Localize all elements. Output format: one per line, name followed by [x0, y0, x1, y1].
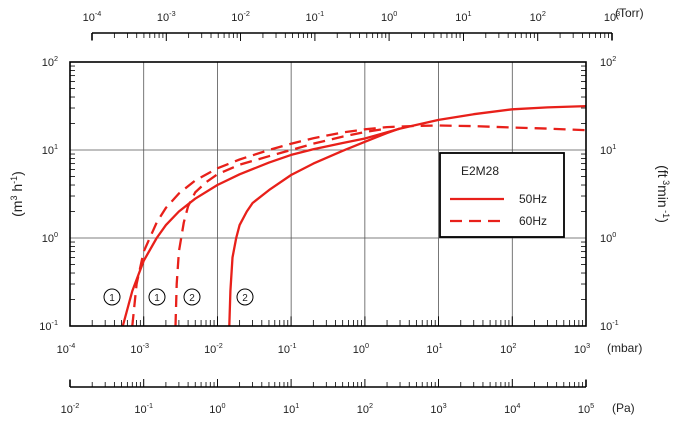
- y-left-label-sup: 3: [9, 196, 19, 201]
- y-left-label-part: ): [9, 171, 25, 176]
- annotation-circle: [236, 288, 254, 306]
- series-60hz-curve-2: [174, 127, 388, 327]
- y-right-label-sup: 3: [661, 178, 671, 186]
- annotation-label: 2: [242, 293, 248, 304]
- mbar-tick-label: 10-1: [278, 341, 297, 356]
- torr-tick-label: 102: [530, 9, 546, 24]
- series-group: [121, 104, 587, 327]
- pa-tick-label: 105: [578, 401, 594, 416]
- curve-number-annotation: 2: [236, 288, 254, 306]
- y-left-tick-label: 102: [42, 54, 58, 69]
- y-left-label: (m3 h-1): [9, 171, 25, 217]
- y-right-tick-label: 100: [600, 230, 616, 245]
- y-right-label-sup: -1: [661, 208, 671, 219]
- curve-number-annotation: 1: [103, 288, 121, 306]
- torr-tick-label: 10-3: [157, 9, 176, 24]
- series-60hz-curve-1: [131, 124, 587, 327]
- pa-axis: [69, 380, 587, 388]
- legend-label-50hz: 50Hz: [519, 192, 547, 206]
- mbar-tick-label: 10-2: [204, 341, 223, 356]
- torr-tick-label: 10-2: [231, 9, 250, 24]
- mbar-unit-label: (mbar): [607, 341, 642, 355]
- y-left-label-part: (m: [9, 201, 25, 217]
- legend-label-60hz: 60Hz: [519, 214, 547, 228]
- y-right-tick-label: 102: [600, 54, 616, 69]
- pa-tick-label: 103: [430, 401, 446, 416]
- curve-number-annotations: 1 1 2 2: [103, 288, 254, 306]
- mbar-tick-label: 10-4: [57, 341, 76, 356]
- y-left-label-sup: -1: [9, 176, 19, 184]
- torr-unit-label: (Torr): [615, 6, 644, 20]
- y-right-label-part: min: [655, 185, 671, 208]
- mbar-tick-label: 100: [353, 341, 369, 356]
- y-right-label: (ft 3min -1): [655, 165, 671, 223]
- mbar-tick-label: 101: [426, 341, 442, 356]
- y-right-label-part: (ft: [655, 165, 671, 178]
- y-left-tick-label: 101: [42, 142, 58, 157]
- annotation-circle: [103, 288, 121, 306]
- tick-labels: 10-4 10-3 10-2 10-1 100 101 102 103 10-4 10-3 10-2…: [39, 9, 620, 416]
- series-50hz-curve-2: [228, 127, 401, 327]
- y-right-tick-label: 10-1: [600, 318, 619, 333]
- y-left-tick-label: 10-1: [39, 318, 58, 333]
- torr-axis: [91, 32, 613, 40]
- y-right-tick-label: 101: [600, 142, 616, 157]
- torr-tick-label: 100: [381, 9, 397, 24]
- y-left-tick-label: 100: [42, 230, 58, 245]
- curve-number-annotation: 2: [183, 288, 201, 306]
- curve-number-annotation: 1: [148, 288, 166, 306]
- annotation-circle: [148, 288, 166, 306]
- annotation-label: 1: [109, 293, 115, 304]
- pa-tick-label: 104: [504, 401, 520, 416]
- legend-box: [439, 152, 565, 238]
- annotation-circle: [183, 288, 201, 306]
- y-right-label-part: ): [655, 218, 671, 223]
- annotation-label: 1: [154, 293, 160, 304]
- pa-tick-label: 10-1: [134, 401, 153, 416]
- torr-tick-label: 10-1: [306, 9, 325, 24]
- pa-tick-label: 100: [209, 401, 225, 416]
- torr-tick-label: 103: [604, 9, 620, 24]
- annotation-label: 2: [189, 293, 195, 304]
- legend: E2M28 50Hz 60Hz: [439, 152, 565, 238]
- torr-tick-label: 101: [455, 9, 471, 24]
- mbar-tick-label: 102: [500, 341, 516, 356]
- plot-frame: [69, 61, 587, 327]
- pa-tick-label: 10-2: [61, 401, 80, 416]
- series-50hz-curve-1: [121, 104, 587, 327]
- pa-unit-label: (Pa): [612, 401, 635, 415]
- mbar-tick-label: 10-3: [130, 341, 149, 356]
- mbar-tick-label: 103: [574, 341, 590, 356]
- legend-title: E2M28: [461, 164, 499, 178]
- pa-tick-label: 102: [357, 401, 373, 416]
- torr-tick-label: 10-4: [83, 9, 102, 24]
- pa-tick-label: 101: [283, 401, 299, 416]
- y-left-label-part: h: [9, 184, 25, 196]
